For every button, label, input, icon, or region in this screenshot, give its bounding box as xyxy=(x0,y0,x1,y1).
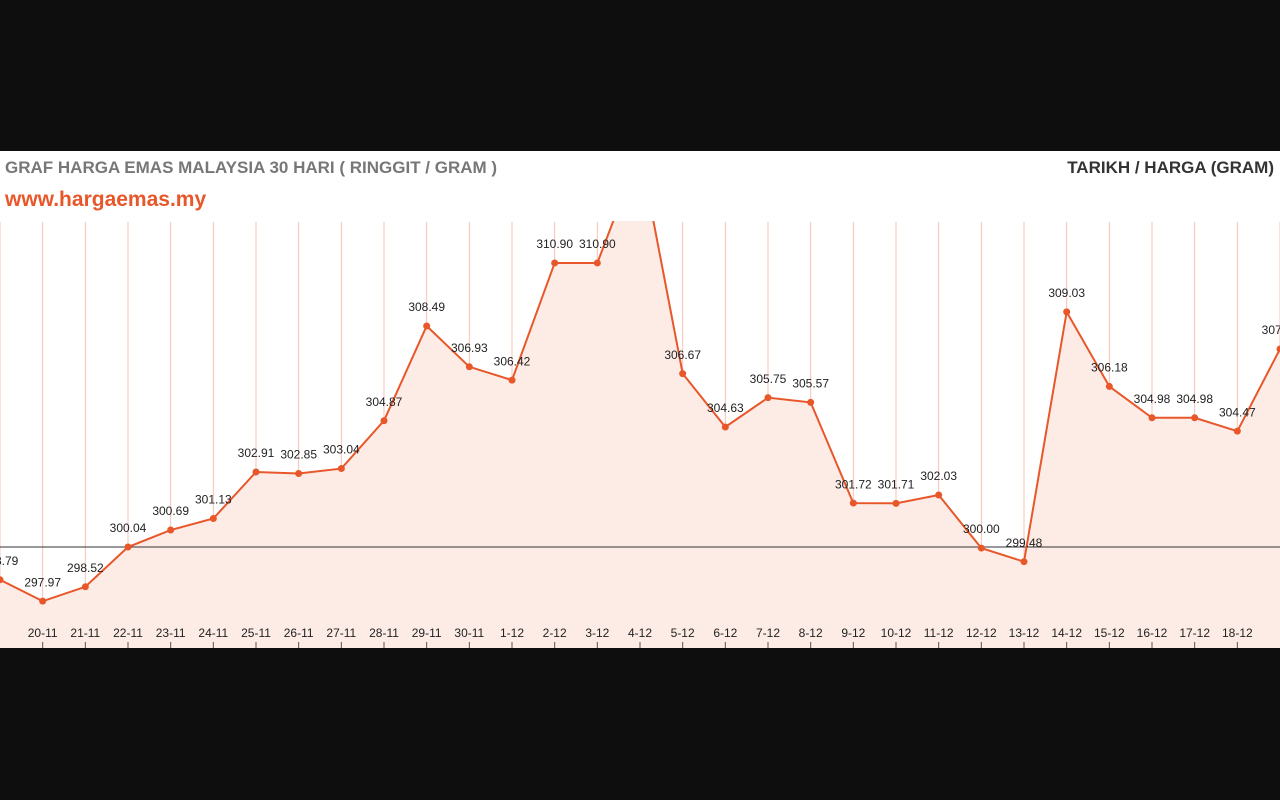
value-label: 302.91 xyxy=(238,446,275,460)
value-label: 301.71 xyxy=(878,478,915,492)
point xyxy=(1276,345,1280,353)
value-label: 300.69 xyxy=(152,504,189,518)
x-tick-label: 18-12 xyxy=(1222,626,1253,640)
x-tick-label: 13-12 xyxy=(1009,626,1040,640)
x-tick-label: 7-12 xyxy=(756,626,780,640)
plot xyxy=(0,151,1280,648)
point xyxy=(807,398,815,406)
point xyxy=(39,597,47,605)
x-tick-label: 8-12 xyxy=(799,626,823,640)
point xyxy=(593,259,601,267)
value-label: 301.72 xyxy=(835,477,872,491)
value-label: 302.03 xyxy=(920,469,957,483)
point xyxy=(721,423,729,431)
value-label: 297.97 xyxy=(24,575,61,589)
point xyxy=(1105,382,1113,390)
point xyxy=(977,544,985,552)
x-tick-label: 25-11 xyxy=(241,626,271,640)
value-label: 306.67 xyxy=(664,348,701,362)
point xyxy=(380,417,388,425)
x-tick-label: 16-12 xyxy=(1137,626,1168,640)
point xyxy=(423,322,431,330)
point xyxy=(167,526,175,534)
point xyxy=(1148,414,1156,422)
point xyxy=(935,491,943,499)
point xyxy=(209,515,217,523)
value-label: 302.85 xyxy=(280,448,317,462)
point xyxy=(1233,427,1241,435)
x-tick-label: 12-12 xyxy=(966,626,997,640)
marks: 20-11 21-11 22-11 23-11 24-11 25-11 26-11 27-11… xyxy=(0,151,1280,648)
value-label: 298.52 xyxy=(67,561,104,575)
value-label: 303.04 xyxy=(323,443,360,457)
x-tick-label: 23-11 xyxy=(156,626,186,640)
x-tick-label: 24-11 xyxy=(198,626,228,640)
value-label: 300.00 xyxy=(963,522,1000,536)
value-label: 304.47 xyxy=(1219,405,1256,419)
value-label: 305.57 xyxy=(792,377,829,391)
x-tick-label: 29-11 xyxy=(412,626,442,640)
x-tick-label: 6-12 xyxy=(713,626,737,640)
value-label: 307.61 xyxy=(1262,323,1280,337)
value-label: 304.63 xyxy=(707,401,744,415)
x-tick-label: 4-12 xyxy=(628,626,652,640)
x-tick-label: 1-12 xyxy=(500,626,524,640)
value-label: 300.04 xyxy=(110,521,147,535)
x-tick-label: 2-12 xyxy=(543,626,567,640)
point xyxy=(679,370,687,378)
x-tick-label: 10-12 xyxy=(881,626,912,640)
x-tick-label: 27-11 xyxy=(326,626,356,640)
value-label: 306.42 xyxy=(494,354,531,368)
x-tick-label: 21-11 xyxy=(70,626,100,640)
chart-title: GRAF HARGA EMAS MALAYSIA 30 HARI ( RINGG… xyxy=(5,158,497,177)
x-tick-label: 17-12 xyxy=(1179,626,1210,640)
value-label: 298.79 xyxy=(0,554,19,568)
x-tick-label: 28-11 xyxy=(369,626,399,640)
value-label: 304.98 xyxy=(1134,392,1171,406)
point xyxy=(1020,558,1028,566)
header-bg xyxy=(0,151,1280,221)
point xyxy=(252,468,260,476)
point xyxy=(551,259,559,267)
x-tick-label: 20-11 xyxy=(28,626,58,640)
x-tick-label: 11-12 xyxy=(924,626,954,640)
point xyxy=(1191,414,1199,422)
point xyxy=(81,583,89,591)
value-label: 310.90 xyxy=(579,237,616,251)
value-label: 304.98 xyxy=(1176,392,1213,406)
value-label: 299.48 xyxy=(1006,536,1043,550)
value-label: 310.90 xyxy=(536,237,573,251)
point xyxy=(508,376,516,384)
chart: 20-11 21-11 22-11 23-11 24-11 25-11 26-11 27-11… xyxy=(0,151,1280,648)
point xyxy=(1063,308,1071,316)
value-label: 305.75 xyxy=(750,372,787,386)
x-tick-label: 26-11 xyxy=(284,626,314,640)
value-label: 306.93 xyxy=(451,341,488,355)
point xyxy=(337,465,345,473)
x-tick-label: 22-11 xyxy=(113,626,143,640)
point xyxy=(0,576,4,584)
x-tick-label: 5-12 xyxy=(671,626,695,640)
value-label: 301.13 xyxy=(195,493,232,507)
value-label: 306.18 xyxy=(1091,361,1128,375)
legend-title: TARIKH / HARGA (GRAM) xyxy=(1067,158,1274,177)
x-tick-label: 3-12 xyxy=(585,626,609,640)
x-tick-label: 15-12 xyxy=(1094,626,1125,640)
point xyxy=(295,470,303,478)
point xyxy=(465,363,473,371)
chart-subtitle: www.hargaemas.my xyxy=(4,188,206,211)
point xyxy=(892,499,900,507)
point xyxy=(124,543,132,551)
x-tick-label: 30-11 xyxy=(454,626,484,640)
point xyxy=(849,499,857,507)
value-label: 309.03 xyxy=(1048,286,1085,300)
value-label: 304.87 xyxy=(366,395,403,409)
point xyxy=(764,394,772,402)
x-tick-label: 9-12 xyxy=(841,626,865,640)
value-label: 308.49 xyxy=(408,300,445,314)
area xyxy=(0,151,1280,648)
x-tick-label: 14-12 xyxy=(1051,626,1082,640)
